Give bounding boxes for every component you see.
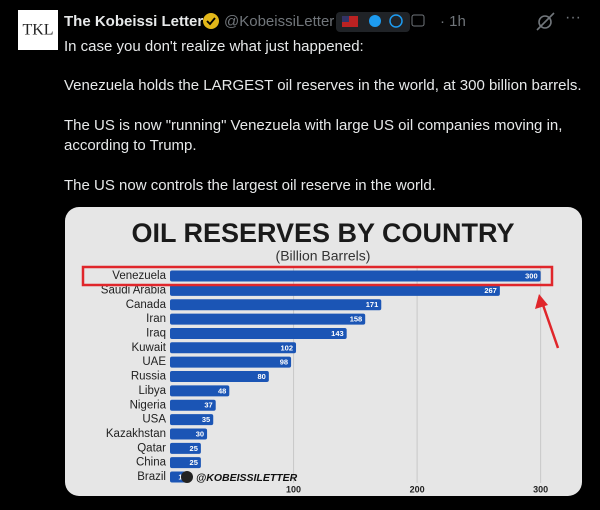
y-tick-label: Qatar [137, 442, 166, 454]
y-tick-label: Saudi Arabia [101, 284, 167, 296]
y-tick-label: Nigeria [130, 399, 167, 411]
x-tick-label: 300 [533, 484, 548, 494]
more-icon[interactable]: ··· [565, 9, 581, 26]
tweet-text: according to Trump. [64, 137, 197, 154]
bar [170, 356, 292, 368]
avatar[interactable]: TKL [22, 22, 53, 39]
value-label: 158 [350, 315, 363, 324]
bar [170, 414, 214, 426]
value-label: 48 [218, 386, 226, 395]
bar [170, 428, 208, 440]
grok-icon[interactable] [536, 12, 555, 31]
handle[interactable]: @KobeissiLetter [224, 13, 334, 30]
bar [170, 457, 201, 469]
bar [170, 327, 347, 339]
check [206, 17, 216, 26]
watermark: @KOBEISSILETTER [196, 472, 298, 484]
timestamp[interactable]: · 1h [440, 13, 466, 30]
bar [170, 342, 297, 354]
tweet-text: Venezuela holds the LARGEST oil reserves… [64, 77, 582, 94]
y-tick-label: Kazakhstan [106, 428, 166, 440]
avatar-bg[interactable] [18, 10, 58, 50]
bar [170, 371, 269, 383]
value-label: 25 [190, 444, 198, 453]
y-tick-label: Venezuela [112, 270, 166, 282]
y-tick-label: Canada [126, 299, 167, 311]
flag-canton [342, 16, 349, 22]
value-label: 30 [196, 429, 204, 438]
display-name[interactable]: The Kobeissi Letter [64, 13, 203, 30]
bar [170, 399, 216, 411]
camera-icon [411, 14, 425, 27]
value-label: 267 [484, 286, 497, 295]
bar [170, 299, 382, 311]
value-label: 171 [366, 300, 379, 309]
tweet-text: The US is now "running" Venezuela with l… [64, 117, 562, 134]
y-tick-label: Russia [131, 371, 167, 383]
chart-title: OIL RESERVES BY COUNTRY [131, 218, 514, 248]
tweet-text: In case you don't realize what just happ… [64, 38, 364, 55]
y-tick-label: USA [142, 414, 166, 426]
arrow-head [535, 294, 548, 309]
value-label: 102 [281, 343, 294, 352]
globe-icon [369, 15, 381, 27]
value-label: 37 [204, 401, 212, 410]
value-label: 80 [257, 372, 265, 381]
value-label: 300 [525, 271, 538, 280]
y-tick-label: Libya [139, 385, 167, 397]
y-tick-label: Brazil [137, 471, 166, 483]
bar [170, 270, 541, 282]
y-tick-label: Kuwait [131, 342, 166, 354]
tweet-text: The US now controls the largest oil rese… [64, 177, 436, 194]
value-label: 25 [190, 458, 198, 467]
logo [181, 471, 193, 483]
value-label: 143 [331, 329, 344, 338]
x-tick-label: 100 [286, 484, 301, 494]
bar [170, 284, 500, 296]
highlight-box [81, 265, 554, 287]
value-label: 98 [280, 358, 288, 367]
arrow [540, 301, 560, 349]
bar [170, 442, 201, 454]
y-tick-label: China [136, 457, 167, 469]
flag [342, 16, 358, 27]
y-tick-label: Iraq [146, 327, 166, 339]
y-tick-label: Iran [146, 313, 166, 325]
info-icon [389, 14, 403, 28]
bar [170, 385, 230, 397]
bar [170, 313, 366, 325]
x-tick-label: 200 [410, 484, 425, 494]
y-tick-label: UAE [142, 356, 166, 368]
value-label: 35 [202, 415, 210, 424]
chart-subtitle: (Billion Barrels) [276, 248, 371, 264]
verified-badge [203, 13, 219, 29]
